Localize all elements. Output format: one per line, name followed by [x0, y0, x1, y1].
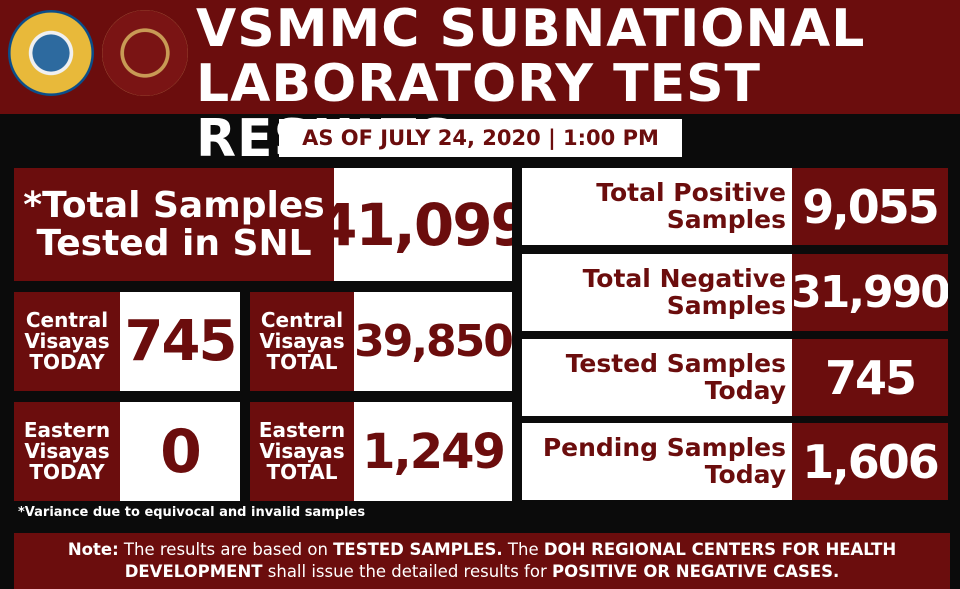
note-banner: Note: The results are based on TESTED SA…: [14, 533, 950, 589]
vsmmc-seal-icon: [102, 10, 188, 96]
central-total-value: 39,850: [354, 292, 512, 391]
title-line-1: VSMMC SUBNATIONAL: [196, 0, 866, 59]
stat-positive-label: Total Positive Samples: [522, 168, 792, 245]
page-title: VSMMC SUBNATIONAL LABORATORY TEST RESULT…: [196, 2, 956, 167]
footnote: *Variance due to equivocal and invalid s…: [18, 505, 366, 520]
header-banner: VSMMC SUBNATIONAL LABORATORY TEST RESULT…: [0, 0, 960, 167]
central-total-label: Central Visayas TOTAL: [250, 292, 354, 391]
stat-tested-today-label: Tested Samples Today: [522, 339, 792, 416]
total-tested-value: 41,099: [334, 168, 512, 281]
central-today-label: Central Visayas TODAY: [14, 292, 120, 391]
total-tested-label: *Total Samples Tested in SNL: [14, 168, 334, 281]
stat-pending-value: 1,606: [792, 423, 948, 500]
stat-negative-value: 31,990: [792, 254, 948, 331]
eastern-total-value: 1,249: [354, 402, 512, 501]
eastern-total-label: Eastern Visayas TOTAL: [250, 402, 354, 501]
stat-negative-label: Total Negative Samples: [522, 254, 792, 331]
stat-positive-value: 9,055: [792, 168, 948, 245]
eastern-today-label: Eastern Visayas TODAY: [14, 402, 120, 501]
note-label: Note:: [67, 540, 119, 559]
stat-pending-label: Pending Samples Today: [522, 423, 792, 500]
central-today-value: 745: [120, 292, 240, 391]
doh-seal-icon: [8, 10, 94, 96]
eastern-today-value: 0: [120, 402, 240, 501]
as-of-date: AS OF JULY 24, 2020 | 1:00 PM: [279, 119, 682, 157]
stat-tested-today-value: 745: [792, 339, 948, 416]
